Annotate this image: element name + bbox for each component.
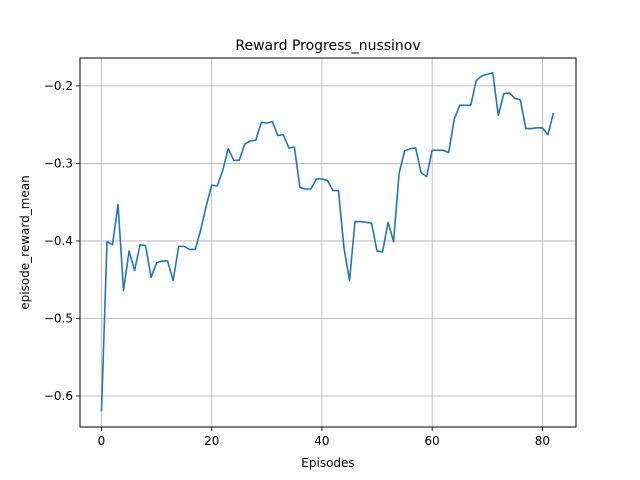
x-tick-label: 40 (314, 434, 329, 448)
x-tick-label: 20 (204, 434, 219, 448)
x-tick-label: 0 (98, 434, 106, 448)
x-axis-ticks: 0 20 40 60 80 (98, 427, 550, 448)
y-tick-label: −0.6 (44, 389, 73, 403)
y-tick-label: −0.3 (44, 156, 73, 170)
plot-frame (79, 57, 577, 428)
x-axis-label: Episodes (301, 456, 354, 470)
y-axis-label: episode_reward_mean (18, 175, 32, 310)
x-tick-label: 60 (425, 434, 440, 448)
series-line-0 (100, 71, 555, 412)
y-axis-ticks: −0.6 −0.5 −0.4 −0.3 −0.2 (44, 79, 80, 403)
x-tick-label: 80 (535, 434, 550, 448)
series-line-group (100, 71, 555, 412)
y-tick-label: −0.5 (44, 311, 73, 325)
y-tick-label: −0.2 (44, 79, 73, 93)
chart-title: Reward Progress_nussinov (235, 38, 420, 54)
grid (80, 58, 576, 427)
y-tick-label: −0.4 (44, 234, 73, 248)
